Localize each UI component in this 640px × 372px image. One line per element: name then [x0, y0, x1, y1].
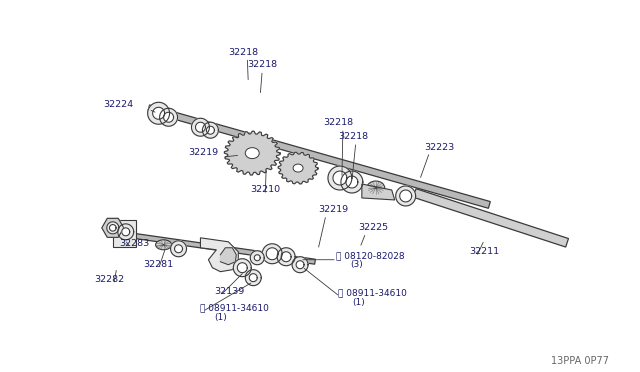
Polygon shape	[278, 152, 318, 184]
Polygon shape	[292, 257, 308, 273]
Polygon shape	[175, 245, 182, 253]
Polygon shape	[113, 220, 136, 247]
Polygon shape	[106, 230, 316, 264]
Polygon shape	[341, 171, 363, 193]
Polygon shape	[346, 176, 358, 188]
Text: 32218: 32218	[228, 48, 259, 57]
Polygon shape	[107, 222, 119, 234]
Text: 32281: 32281	[143, 260, 174, 269]
Polygon shape	[191, 118, 209, 136]
Text: 32219: 32219	[318, 205, 348, 214]
Polygon shape	[245, 270, 261, 286]
Ellipse shape	[156, 240, 172, 250]
Ellipse shape	[245, 148, 259, 158]
Text: (3): (3)	[350, 260, 363, 269]
Text: 32223: 32223	[424, 142, 455, 152]
Polygon shape	[200, 238, 238, 272]
Polygon shape	[234, 259, 252, 277]
Polygon shape	[102, 218, 124, 237]
Text: Ⓑ 08120-82028: Ⓑ 08120-82028	[336, 251, 404, 260]
Polygon shape	[195, 122, 205, 132]
Polygon shape	[148, 102, 170, 124]
Polygon shape	[250, 251, 264, 265]
Text: 32211: 32211	[469, 247, 500, 256]
Polygon shape	[171, 241, 186, 257]
Text: 32283: 32283	[119, 239, 149, 248]
Polygon shape	[109, 225, 116, 231]
Polygon shape	[396, 186, 415, 206]
Polygon shape	[262, 244, 282, 264]
Polygon shape	[296, 261, 304, 269]
Text: 13PPA 0P77: 13PPA 0P77	[551, 356, 609, 366]
Polygon shape	[277, 248, 295, 266]
Polygon shape	[328, 166, 352, 190]
Text: 32282: 32282	[94, 275, 124, 284]
Text: 32218: 32218	[338, 132, 368, 141]
Polygon shape	[266, 248, 278, 260]
Polygon shape	[237, 263, 247, 273]
Polygon shape	[164, 112, 173, 122]
Text: 32224: 32224	[103, 100, 133, 109]
Polygon shape	[413, 189, 568, 247]
Polygon shape	[333, 171, 347, 185]
Ellipse shape	[367, 181, 385, 195]
Text: 32218: 32218	[247, 60, 277, 69]
Polygon shape	[207, 126, 214, 134]
Polygon shape	[362, 184, 395, 200]
Polygon shape	[152, 107, 164, 119]
Ellipse shape	[293, 164, 303, 172]
Text: 32139: 32139	[214, 287, 244, 296]
Text: (1): (1)	[352, 298, 365, 307]
Polygon shape	[400, 190, 412, 202]
Polygon shape	[220, 248, 236, 265]
Text: (1): (1)	[214, 313, 227, 322]
Polygon shape	[202, 122, 218, 138]
Text: Ⓝ 08911-34610: Ⓝ 08911-34610	[200, 303, 269, 312]
Text: 32218: 32218	[323, 118, 353, 127]
Polygon shape	[281, 252, 291, 262]
Text: 32225: 32225	[358, 223, 388, 232]
Polygon shape	[122, 228, 130, 236]
Polygon shape	[249, 274, 257, 282]
Text: 32219: 32219	[189, 148, 219, 157]
Polygon shape	[118, 224, 134, 240]
Text: Ⓝ 08911-34610: Ⓝ 08911-34610	[338, 288, 407, 297]
Polygon shape	[225, 131, 280, 175]
Text: 32210: 32210	[250, 186, 280, 195]
Polygon shape	[148, 105, 490, 208]
Polygon shape	[159, 108, 177, 126]
Polygon shape	[254, 255, 260, 261]
